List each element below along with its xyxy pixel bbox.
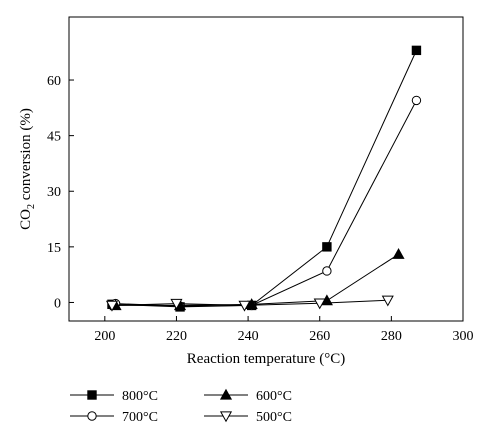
- series-line: [111, 50, 417, 308]
- legend-label: 500°C: [256, 410, 292, 425]
- x-tick-label: 200: [94, 329, 115, 344]
- data-point: [411, 45, 422, 56]
- x-tick-label: 280: [381, 329, 402, 344]
- axes: 200 220 240 260 280 300 0 15 30 45 60: [47, 74, 474, 344]
- legend-marker: [87, 411, 97, 421]
- y-axis-title-main: CO: [18, 209, 34, 230]
- y-axis-title-subscript: 2: [26, 204, 37, 209]
- legend-marker: [219, 388, 233, 400]
- series-4: [105, 295, 394, 312]
- data-point: [238, 300, 251, 312]
- legend: 800°C 700°C 600°C 500°C: [70, 388, 292, 425]
- legend-label: 800°C: [122, 389, 158, 404]
- legend-item: 500°C: [204, 410, 292, 425]
- data-point: [245, 298, 258, 309]
- data-point: [381, 295, 394, 307]
- x-tick-label: 260: [309, 329, 330, 344]
- data-point: [322, 266, 332, 276]
- series-layer: [105, 45, 422, 312]
- data-point: [411, 95, 422, 106]
- plot-frame: [68, 16, 464, 322]
- legend-item: 800°C: [70, 389, 158, 404]
- data-point: [313, 298, 326, 310]
- series-1: [107, 45, 422, 312]
- x-tick-label: 300: [453, 329, 474, 344]
- y-tick-label: 30: [47, 185, 61, 200]
- y-tick-label: 45: [47, 130, 61, 145]
- series-3: [109, 248, 405, 311]
- series-2: [110, 95, 422, 311]
- data-point: [392, 248, 405, 259]
- x-tick-label: 220: [166, 329, 187, 344]
- x-axis-title: Reaction temperature (°C): [187, 351, 345, 367]
- legend-item: 700°C: [70, 410, 158, 425]
- series-line: [115, 253, 399, 306]
- data-point: [170, 298, 183, 310]
- data-point: [322, 242, 332, 252]
- x-tick-label: 240: [238, 329, 259, 344]
- y-tick-label: 0: [54, 296, 61, 311]
- series-line: [115, 100, 417, 307]
- legend-label: 700°C: [122, 410, 158, 425]
- legend-marker: [87, 390, 97, 400]
- legend-item: 600°C: [204, 388, 292, 404]
- y-tick-label: 15: [47, 241, 61, 256]
- y-axis-title-rest: conversion (%): [18, 108, 34, 204]
- data-point: [105, 300, 119, 312]
- y-axis-title: CO2 conversion (%): [18, 108, 37, 230]
- legend-marker: [219, 411, 233, 423]
- legend-label: 600°C: [256, 389, 292, 404]
- y-tick-label: 60: [47, 74, 61, 89]
